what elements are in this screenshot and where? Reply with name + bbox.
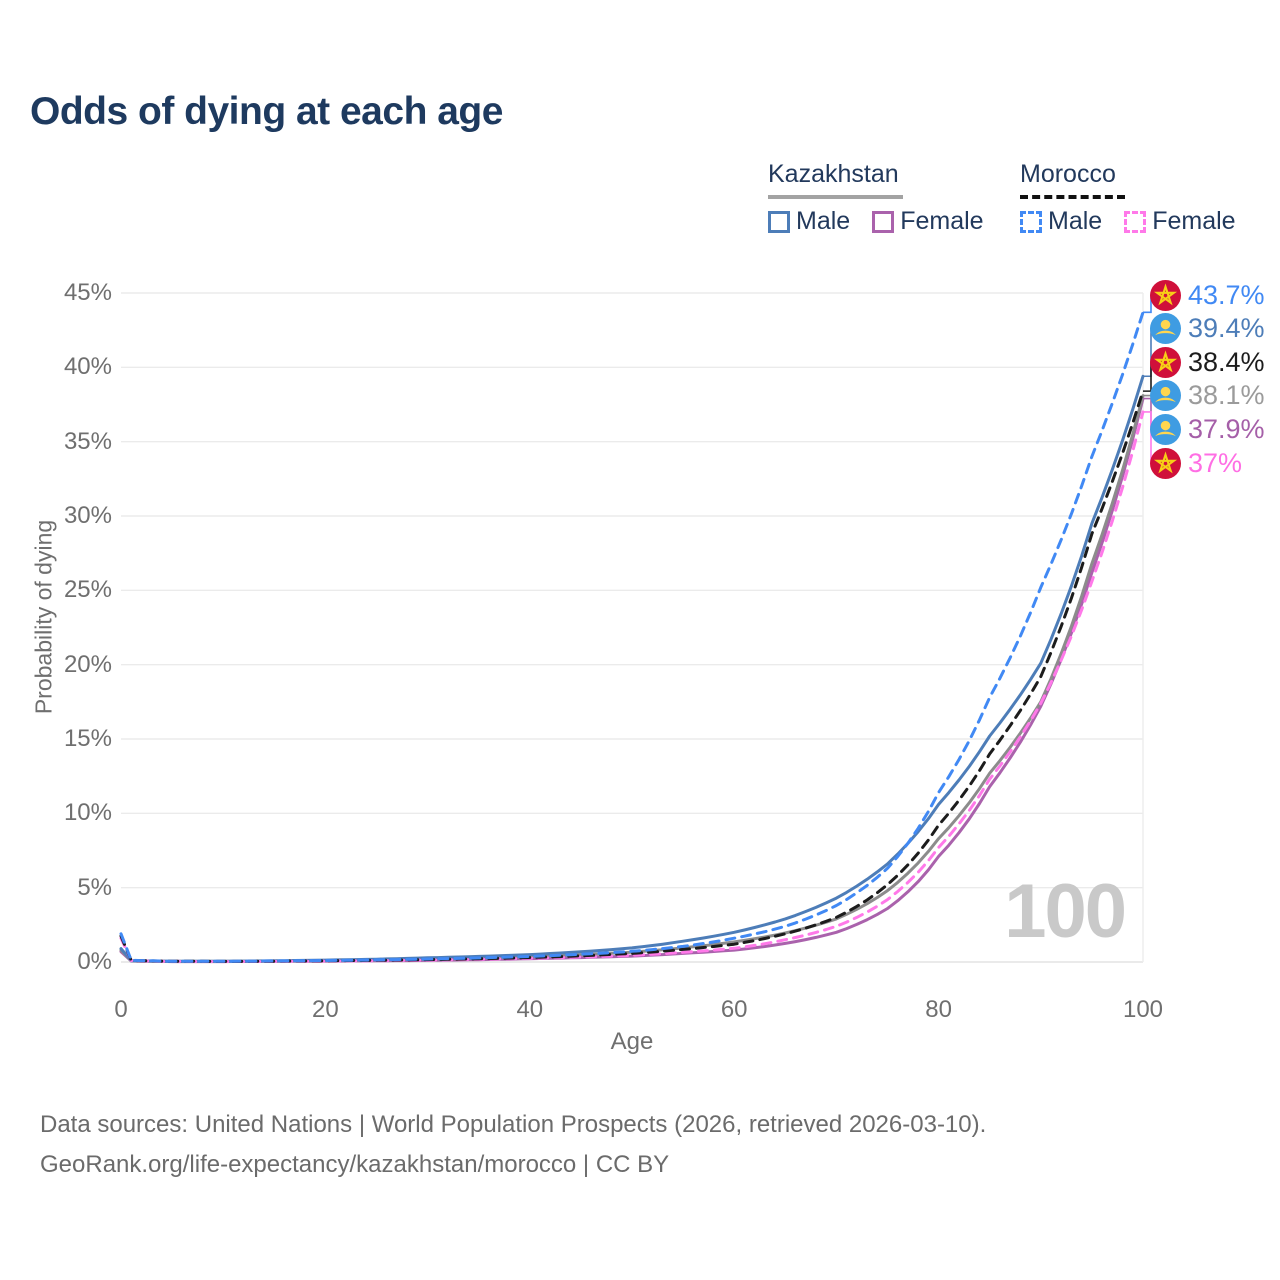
age-watermark: 100 [1004,869,1127,954]
end-label-kazakhstan-male: 39.4% [1150,313,1265,345]
y-tick-label: 35% [63,427,112,455]
attribution-line: GeoRank.org/life-expectancy/kazakhstan/m… [40,1151,670,1178]
y-tick-label: 45% [63,279,112,306]
y-tick-label: 40% [63,353,112,381]
checkbox-icon[interactable] [1124,210,1147,233]
x-axis-title: Age [610,1028,654,1055]
page-title: Odds of dying at each age [30,90,503,133]
y-tick-label: 10% [63,799,112,827]
x-tick-label: 40 [516,996,544,1023]
end-label-morocco-male: 43.7% [1150,279,1265,311]
end-label-value: 39.4% [1188,313,1265,344]
end-label-morocco-both: 38.4% [1150,346,1265,378]
series-line-morocco-male [119,310,1145,963]
kazakhstan-flag-icon [1150,313,1181,345]
legend-group-morocco: Morocco Male Female [1020,160,1236,236]
footer: Data sources: United Nations | World Pop… [40,1105,986,1185]
morocco-flag-icon [1150,447,1181,479]
end-label-value: 38.4% [1188,346,1265,377]
legend-item-label: Female [900,207,984,235]
y-tick-label: 5% [77,873,112,901]
y-tick-label: 25% [63,576,112,604]
morocco-flag-icon [1150,279,1181,311]
end-label-kazakhstan-both: 38.1% [1150,380,1265,412]
end-label-value: 38.1% [1188,380,1265,411]
legend-item-label: Female [1152,207,1236,235]
legend-item-label: Male [1048,207,1103,235]
kazakhstan-flag-icon [1150,380,1181,412]
series-line-morocco-both [119,389,1145,963]
x-tick-label: 20 [312,996,339,1023]
legend-item-kazakhstan-male[interactable]: Male [768,207,850,236]
morocco-flag-icon [1150,346,1181,378]
end-label-morocco-female: 37% [1150,447,1242,479]
checkbox-icon[interactable] [872,210,895,233]
checkbox-icon[interactable] [1020,210,1042,233]
kazakhstan-line-style-sample [768,195,903,199]
y-tick-label: 15% [63,725,112,752]
x-tick-label: 60 [720,996,748,1023]
legend-group-title: Kazakhstan [768,160,899,188]
legend-item-morocco-female[interactable]: Female [1124,207,1236,236]
kazakhstan-flag-icon [1150,413,1181,445]
x-tick-label: 100 [1122,996,1164,1023]
y-tick-label: 30% [63,502,112,529]
legend-group-title: Morocco [1020,160,1116,188]
x-tick-label: 80 [925,996,952,1023]
data-source-line: Data sources: United Nations | World Pop… [40,1111,987,1138]
legend-item-label: Male [796,207,851,235]
x-tick-label: 0 [114,996,128,1023]
end-label-value: 37.9% [1188,413,1265,444]
series-line-morocco-female [119,410,1145,964]
end-label-kazakhstan-female: 37.9% [1150,413,1265,445]
legend-item-kazakhstan-female[interactable]: Female [872,207,984,236]
legend-item-morocco-male[interactable]: Male [1020,207,1102,236]
y-axis-title: Probability of dying [30,519,57,715]
checkbox-icon[interactable] [768,210,790,233]
y-tick-label: 0% [77,948,112,975]
morocco-line-style-sample [1020,195,1125,199]
end-label-value: 37% [1188,447,1243,478]
legend-group-kazakhstan: Kazakhstan Male Female [768,160,984,236]
y-tick-label: 20% [63,650,112,678]
end-label-value: 43.7% [1188,279,1265,310]
